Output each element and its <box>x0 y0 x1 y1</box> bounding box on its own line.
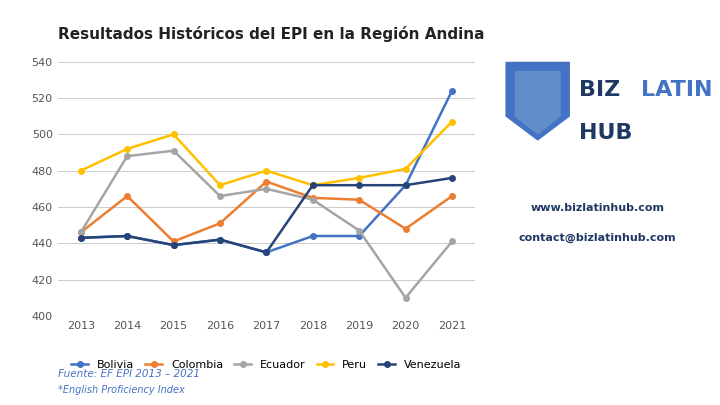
Text: contact@bizlatinhub.com: contact@bizlatinhub.com <box>519 233 676 243</box>
Peru <box>448 119 456 124</box>
Venezuela <box>308 183 317 188</box>
Ecuador <box>262 186 271 191</box>
Bolivia <box>123 234 132 239</box>
Bolivia <box>308 234 317 239</box>
Bolivia <box>169 243 178 247</box>
Colombia <box>401 226 410 231</box>
Text: HUB: HUB <box>579 123 633 143</box>
Peru <box>401 166 410 171</box>
Colombia <box>308 196 317 200</box>
Line: Bolivia: Bolivia <box>78 88 455 255</box>
Legend: Bolivia, Colombia, Ecuador, Peru, Venezuela: Bolivia, Colombia, Ecuador, Peru, Venezu… <box>67 356 466 375</box>
Bolivia <box>262 250 271 255</box>
Venezuela <box>169 243 178 247</box>
Peru <box>76 168 85 173</box>
Peru <box>355 175 364 180</box>
Peru <box>262 168 271 173</box>
Line: Peru: Peru <box>78 119 455 188</box>
Text: Fuente: EF EPI 2013 – 2021: Fuente: EF EPI 2013 – 2021 <box>58 369 199 379</box>
Text: *English Proficiency Index: *English Proficiency Index <box>58 385 184 395</box>
Bolivia <box>355 234 364 239</box>
Ecuador <box>76 230 85 235</box>
Text: Resultados Históricos del EPI en la Región Andina: Resultados Históricos del EPI en la Regi… <box>58 26 484 42</box>
Colombia <box>76 230 85 235</box>
Peru <box>216 183 225 188</box>
Colombia <box>448 194 456 198</box>
Peru <box>123 147 132 151</box>
Line: Venezuela: Venezuela <box>78 175 455 255</box>
Polygon shape <box>515 71 561 134</box>
Line: Colombia: Colombia <box>78 179 455 244</box>
Venezuela <box>123 234 132 239</box>
Bolivia <box>216 237 225 242</box>
Text: LATIN: LATIN <box>642 80 713 100</box>
Polygon shape <box>505 62 570 141</box>
Ecuador <box>216 194 225 198</box>
Venezuela <box>262 250 271 255</box>
Ecuador <box>448 239 456 244</box>
Colombia <box>216 221 225 226</box>
Peru <box>169 132 178 137</box>
Ecuador <box>355 228 364 233</box>
Colombia <box>123 194 132 198</box>
Ecuador <box>169 148 178 153</box>
Venezuela <box>401 183 410 188</box>
Ecuador <box>401 295 410 300</box>
Ecuador <box>123 154 132 159</box>
Colombia <box>262 179 271 184</box>
Line: Ecuador: Ecuador <box>78 148 455 301</box>
Peru <box>308 183 317 188</box>
Bolivia <box>76 235 85 240</box>
Text: www.bizlatinhub.com: www.bizlatinhub.com <box>531 202 665 213</box>
Text: BIZ: BIZ <box>579 80 621 100</box>
Bolivia <box>401 183 410 188</box>
Venezuela <box>355 183 364 188</box>
Venezuela <box>76 235 85 240</box>
Colombia <box>355 197 364 202</box>
Ecuador <box>308 197 317 202</box>
Venezuela <box>216 237 225 242</box>
Bolivia <box>448 88 456 93</box>
Colombia <box>169 239 178 244</box>
Venezuela <box>448 175 456 180</box>
